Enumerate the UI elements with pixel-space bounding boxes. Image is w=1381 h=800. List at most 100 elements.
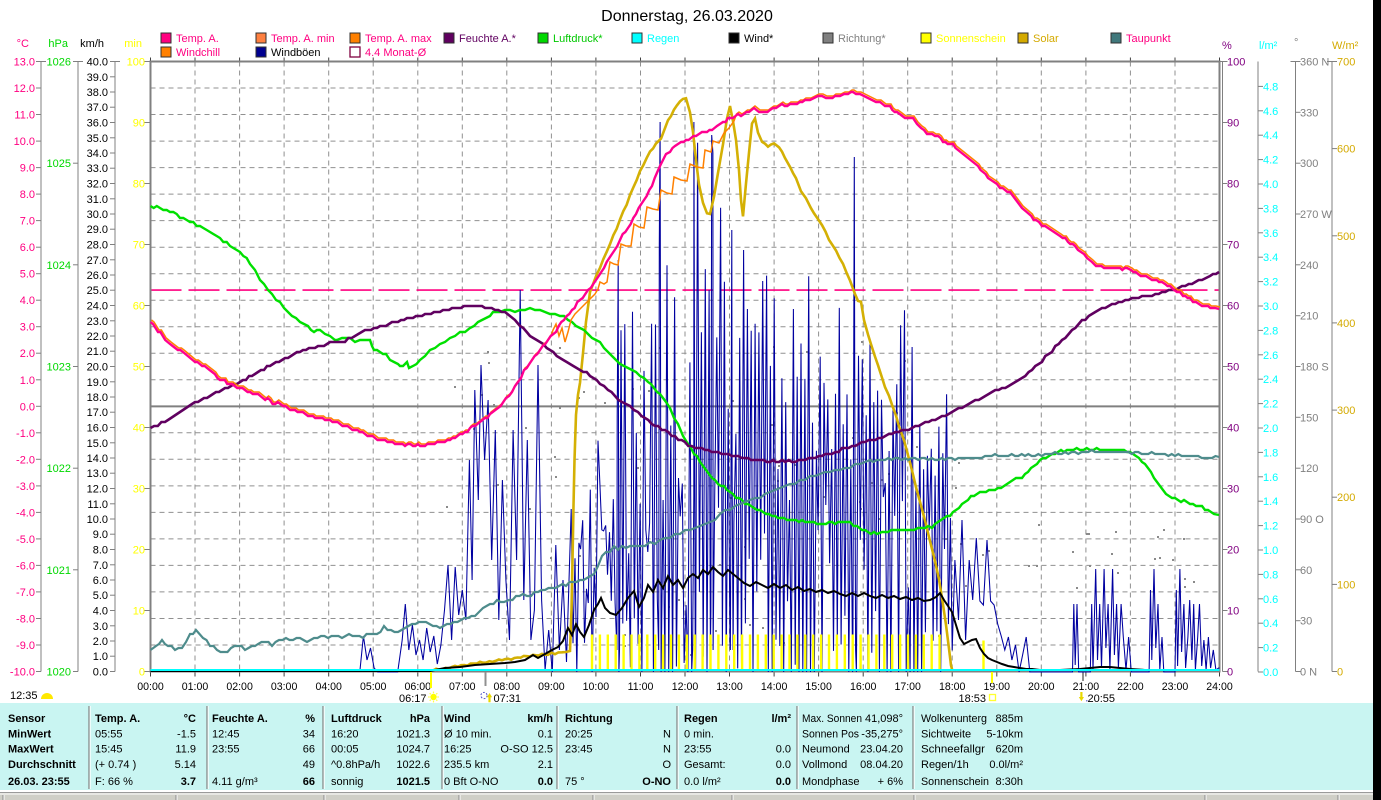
svg-text:N: N — [663, 744, 671, 756]
svg-text:100: 100 — [127, 57, 145, 69]
svg-text:5.14: 5.14 — [175, 759, 196, 771]
svg-text:33.0: 33.0 — [87, 163, 108, 175]
svg-text:0 min.: 0 min. — [684, 729, 714, 741]
svg-text:2.0: 2.0 — [1263, 423, 1278, 435]
svg-text:5.0: 5.0 — [20, 269, 35, 281]
svg-text:60: 60 — [1300, 565, 1312, 577]
svg-text:Gesamt:: Gesamt: — [684, 759, 726, 771]
svg-text:20: 20 — [1227, 545, 1239, 557]
svg-text:3.6: 3.6 — [1263, 228, 1278, 240]
svg-text:4.6: 4.6 — [1263, 106, 1278, 118]
svg-text:Wolkenunterg: Wolkenunterg — [921, 713, 987, 725]
svg-text:35.0: 35.0 — [87, 133, 108, 145]
svg-text:0.6: 0.6 — [1263, 594, 1278, 606]
svg-text:21.0: 21.0 — [87, 346, 108, 358]
svg-text:0.0: 0.0 — [776, 776, 791, 788]
svg-text:210: 210 — [1300, 311, 1318, 323]
svg-text:1024: 1024 — [47, 260, 71, 272]
svg-text:3.0: 3.0 — [93, 621, 108, 633]
svg-text:16:00: 16:00 — [850, 681, 877, 693]
svg-text:1.0: 1.0 — [93, 651, 108, 663]
svg-text:11.0: 11.0 — [87, 499, 108, 511]
svg-text:12.0: 12.0 — [87, 484, 108, 496]
svg-text:Temp. A. max: Temp. A. max — [365, 33, 432, 45]
svg-text:36.0: 36.0 — [87, 118, 108, 130]
svg-text:05:55: 05:55 — [95, 729, 123, 741]
svg-text:620m: 620m — [995, 744, 1023, 756]
svg-text:07:31: 07:31 — [494, 693, 522, 705]
svg-text:0.2: 0.2 — [1263, 643, 1278, 655]
svg-text:0 Bft O-NO: 0 Bft O-NO — [444, 776, 499, 788]
svg-text:1.6: 1.6 — [1263, 472, 1278, 484]
svg-text:4.8: 4.8 — [1263, 81, 1278, 93]
svg-text:38.0: 38.0 — [87, 87, 108, 99]
svg-text:5.0: 5.0 — [93, 590, 108, 602]
svg-text:-6.0: -6.0 — [16, 560, 35, 572]
svg-text:1025: 1025 — [47, 158, 71, 170]
svg-text:1021: 1021 — [47, 565, 71, 577]
svg-text:Feuchte A.: Feuchte A. — [212, 713, 268, 725]
svg-text:4.11 g/m³: 4.11 g/m³ — [212, 776, 258, 788]
svg-text:20.0: 20.0 — [87, 362, 108, 374]
svg-text:Wind: Wind — [444, 713, 471, 725]
svg-text:25.0: 25.0 — [87, 285, 108, 297]
svg-text:Regen: Regen — [647, 33, 679, 45]
svg-text:Windchill: Windchill — [176, 47, 220, 59]
svg-text:14.0: 14.0 — [87, 453, 108, 465]
svg-text:%: % — [1222, 40, 1232, 52]
svg-text:0.0: 0.0 — [776, 759, 791, 771]
svg-text:0.4: 0.4 — [1263, 618, 1278, 630]
svg-text:1022.6: 1022.6 — [396, 759, 430, 771]
svg-text:500: 500 — [1337, 231, 1355, 243]
svg-text:26.03. 23:55: 26.03. 23:55 — [8, 776, 70, 788]
svg-text:01:00: 01:00 — [182, 681, 209, 693]
svg-text:1.4: 1.4 — [1263, 496, 1278, 508]
svg-text:200: 200 — [1337, 492, 1355, 504]
svg-text:23:55: 23:55 — [684, 744, 712, 756]
svg-text:-7.0: -7.0 — [16, 587, 35, 599]
svg-text:20:55: 20:55 — [1088, 693, 1116, 705]
svg-text:1022: 1022 — [47, 463, 71, 475]
svg-text:Max. Sonnen: Max. Sonnen — [802, 713, 862, 725]
svg-text:+ 6%: + 6% — [878, 776, 904, 788]
svg-text:10.0: 10.0 — [87, 514, 108, 526]
svg-text:Sichtweite: Sichtweite — [921, 729, 971, 741]
svg-text:Luftdruck: Luftdruck — [331, 713, 383, 725]
svg-text:0: 0 — [1337, 667, 1343, 679]
svg-text:min: min — [124, 38, 142, 50]
svg-text:2.2: 2.2 — [1263, 399, 1278, 411]
svg-text:600: 600 — [1337, 144, 1355, 156]
svg-text:31.0: 31.0 — [87, 194, 108, 206]
svg-text:1021.5: 1021.5 — [396, 776, 430, 788]
svg-text:2.8: 2.8 — [1263, 325, 1278, 337]
svg-text:Mondphase: Mondphase — [802, 776, 860, 788]
svg-text:l/m²: l/m² — [1259, 40, 1278, 52]
svg-text:°C: °C — [17, 38, 29, 50]
svg-text:34.0: 34.0 — [87, 148, 108, 160]
svg-text:700: 700 — [1337, 57, 1355, 69]
svg-text:Sonnenschein: Sonnenschein — [936, 33, 1006, 45]
svg-text:41,098°: 41,098° — [865, 713, 903, 725]
svg-text:23.0: 23.0 — [87, 316, 108, 328]
svg-text:4.0: 4.0 — [1263, 179, 1278, 191]
svg-text:7.0: 7.0 — [20, 216, 35, 228]
svg-text:330: 330 — [1300, 107, 1318, 119]
svg-text:23.04.20: 23.04.20 — [860, 744, 903, 756]
svg-text:23:45: 23:45 — [565, 744, 593, 756]
svg-text:Taupunkt: Taupunkt — [1126, 33, 1171, 45]
svg-text:15:00: 15:00 — [805, 681, 832, 693]
svg-text:%: % — [305, 713, 315, 725]
svg-text:10.0: 10.0 — [14, 136, 35, 148]
svg-text:0.1: 0.1 — [538, 729, 553, 741]
svg-text:-8.0: -8.0 — [16, 614, 35, 626]
svg-text:120: 120 — [1300, 463, 1318, 475]
svg-text:18.0: 18.0 — [87, 392, 108, 404]
svg-text:3.8: 3.8 — [1263, 203, 1278, 215]
svg-text:66: 66 — [303, 744, 315, 756]
svg-text:240: 240 — [1300, 260, 1318, 272]
svg-text:30.0: 30.0 — [87, 209, 108, 221]
svg-text:Richtung: Richtung — [565, 713, 613, 725]
svg-text:0: 0 — [139, 667, 145, 679]
svg-text:2.4: 2.4 — [1263, 374, 1278, 386]
svg-text:15.0: 15.0 — [87, 438, 108, 450]
